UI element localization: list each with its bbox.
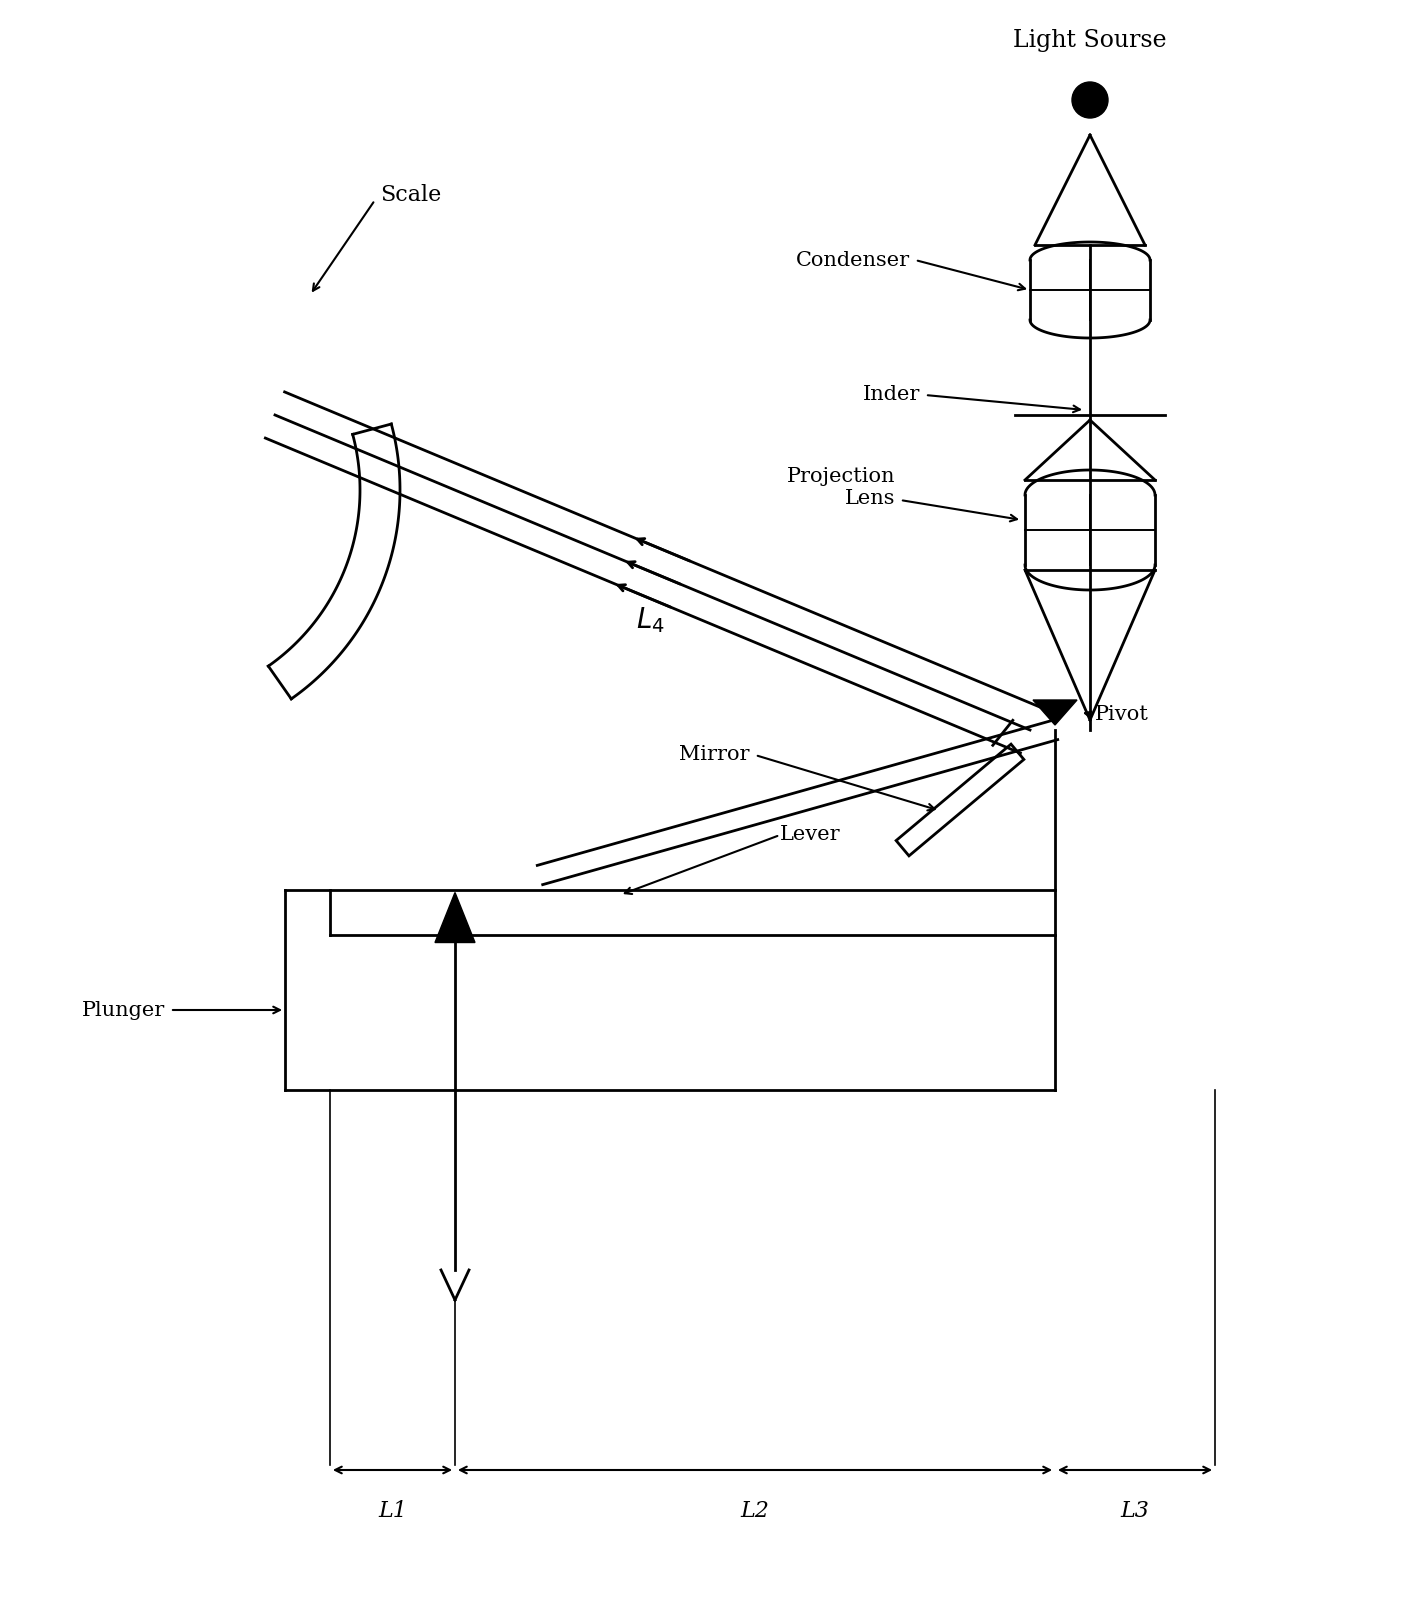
Text: Plunger: Plunger xyxy=(81,1000,164,1020)
Text: $L_4$: $L_4$ xyxy=(635,605,665,635)
Text: Light Sourse: Light Sourse xyxy=(1013,29,1166,52)
Polygon shape xyxy=(896,744,1024,856)
Text: Inder: Inder xyxy=(863,386,920,405)
Text: Condenser: Condenser xyxy=(795,251,910,269)
Text: Mirror: Mirror xyxy=(680,746,750,765)
Text: L3: L3 xyxy=(1121,1499,1149,1522)
Polygon shape xyxy=(1033,700,1078,725)
Text: L2: L2 xyxy=(740,1499,770,1522)
Text: Scale: Scale xyxy=(379,185,441,206)
Polygon shape xyxy=(436,893,475,942)
Text: Projection
Lens: Projection Lens xyxy=(787,467,895,509)
Text: Pivot: Pivot xyxy=(1094,705,1149,725)
Text: L1: L1 xyxy=(378,1499,407,1522)
Circle shape xyxy=(1072,83,1109,118)
Text: Lever: Lever xyxy=(780,825,840,845)
